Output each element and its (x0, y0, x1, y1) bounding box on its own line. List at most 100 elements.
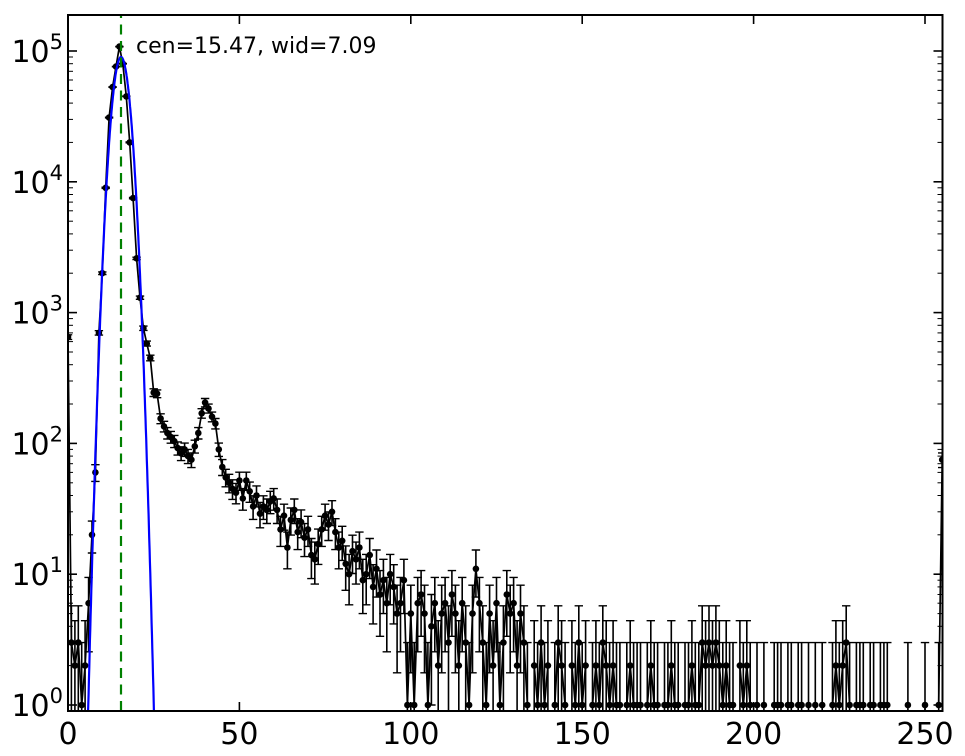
data-point (482, 701, 490, 709)
data-point (489, 662, 497, 669)
data-point (318, 526, 326, 533)
data-point (256, 510, 264, 517)
data-point (284, 544, 291, 551)
data-point (788, 701, 795, 709)
data-point (904, 701, 912, 709)
data-point (71, 662, 79, 669)
data-point (729, 701, 737, 709)
data-point (846, 701, 853, 709)
data-point (424, 701, 432, 709)
x-tick-label: 0 (58, 717, 77, 752)
data-point (349, 547, 356, 555)
data-point (263, 506, 271, 514)
data-point (174, 444, 181, 452)
data-point (410, 701, 418, 709)
data-point (359, 576, 367, 584)
data-point (280, 512, 288, 519)
data-point (616, 701, 624, 709)
x-tick-label: 50 (220, 717, 258, 752)
data-point (472, 565, 480, 573)
data-point (688, 662, 696, 669)
data-point (479, 639, 487, 646)
data-point (637, 701, 644, 709)
data-point (366, 551, 374, 559)
data-point (606, 701, 613, 709)
data-point (222, 474, 229, 481)
data-point (476, 599, 483, 607)
x-tick-labels: 0 50 100 150 200 250 (58, 717, 953, 752)
data-point (558, 662, 565, 669)
data-point (520, 639, 528, 646)
data-point (338, 537, 346, 545)
gaussian-fit-curve (86, 55, 156, 711)
data-point (753, 701, 761, 709)
data-point (812, 701, 819, 709)
data-point (438, 610, 446, 617)
data-point (431, 599, 439, 607)
data-point (506, 610, 514, 617)
data-point (496, 701, 504, 709)
data-point (273, 506, 281, 514)
data-point (225, 479, 233, 487)
data-point (236, 477, 243, 484)
data-point (301, 534, 308, 541)
data-point (832, 662, 840, 669)
data-point (716, 662, 723, 669)
data-point (380, 576, 387, 584)
data-point (712, 639, 720, 646)
data-point (448, 591, 456, 598)
data-point (722, 662, 730, 669)
data-point (709, 662, 716, 669)
data-point (486, 610, 493, 617)
data-point (500, 639, 507, 646)
data-point (78, 701, 85, 709)
data-point (212, 420, 219, 427)
fit-annotation: cen=15.47, wid=7.09 (136, 34, 376, 59)
data-point (736, 662, 744, 669)
data-point (75, 639, 82, 646)
data-point (249, 503, 257, 510)
data-point (219, 463, 226, 471)
data-point (746, 701, 754, 709)
data-point (246, 488, 253, 495)
data-point (702, 662, 709, 669)
data-point (428, 623, 435, 630)
plot-frame (67, 14, 944, 712)
data-point (390, 583, 398, 591)
data-point (452, 610, 459, 617)
data-point (596, 701, 603, 709)
data-point (537, 639, 545, 646)
data-point (311, 556, 319, 563)
data-point (575, 639, 583, 646)
x-tick-label: 100 (382, 717, 439, 752)
data-point (404, 701, 411, 709)
data-point (839, 662, 846, 669)
data-point (582, 662, 589, 669)
data-point (304, 526, 312, 533)
data-point (294, 528, 302, 536)
data-point (842, 639, 850, 646)
data-point (188, 456, 195, 464)
data-point (777, 701, 785, 709)
data-point (362, 570, 370, 578)
data-point (400, 576, 408, 584)
data-point (554, 639, 562, 646)
data-point (287, 516, 295, 524)
data-point (383, 599, 391, 607)
data-point (81, 662, 89, 669)
data-point (805, 701, 812, 709)
data-point (654, 701, 661, 709)
data-point (743, 662, 751, 669)
data-point (599, 639, 607, 646)
data-point (215, 446, 223, 453)
data-point (668, 662, 675, 669)
data-point (705, 639, 713, 646)
data-point (314, 540, 322, 548)
data-point (181, 446, 188, 453)
data-point (157, 415, 164, 422)
y-tick-label: 102 (11, 422, 63, 462)
data-point (386, 570, 394, 578)
data-point (441, 599, 449, 607)
data-point (510, 599, 517, 607)
y-tick-label: 105 (11, 30, 63, 70)
